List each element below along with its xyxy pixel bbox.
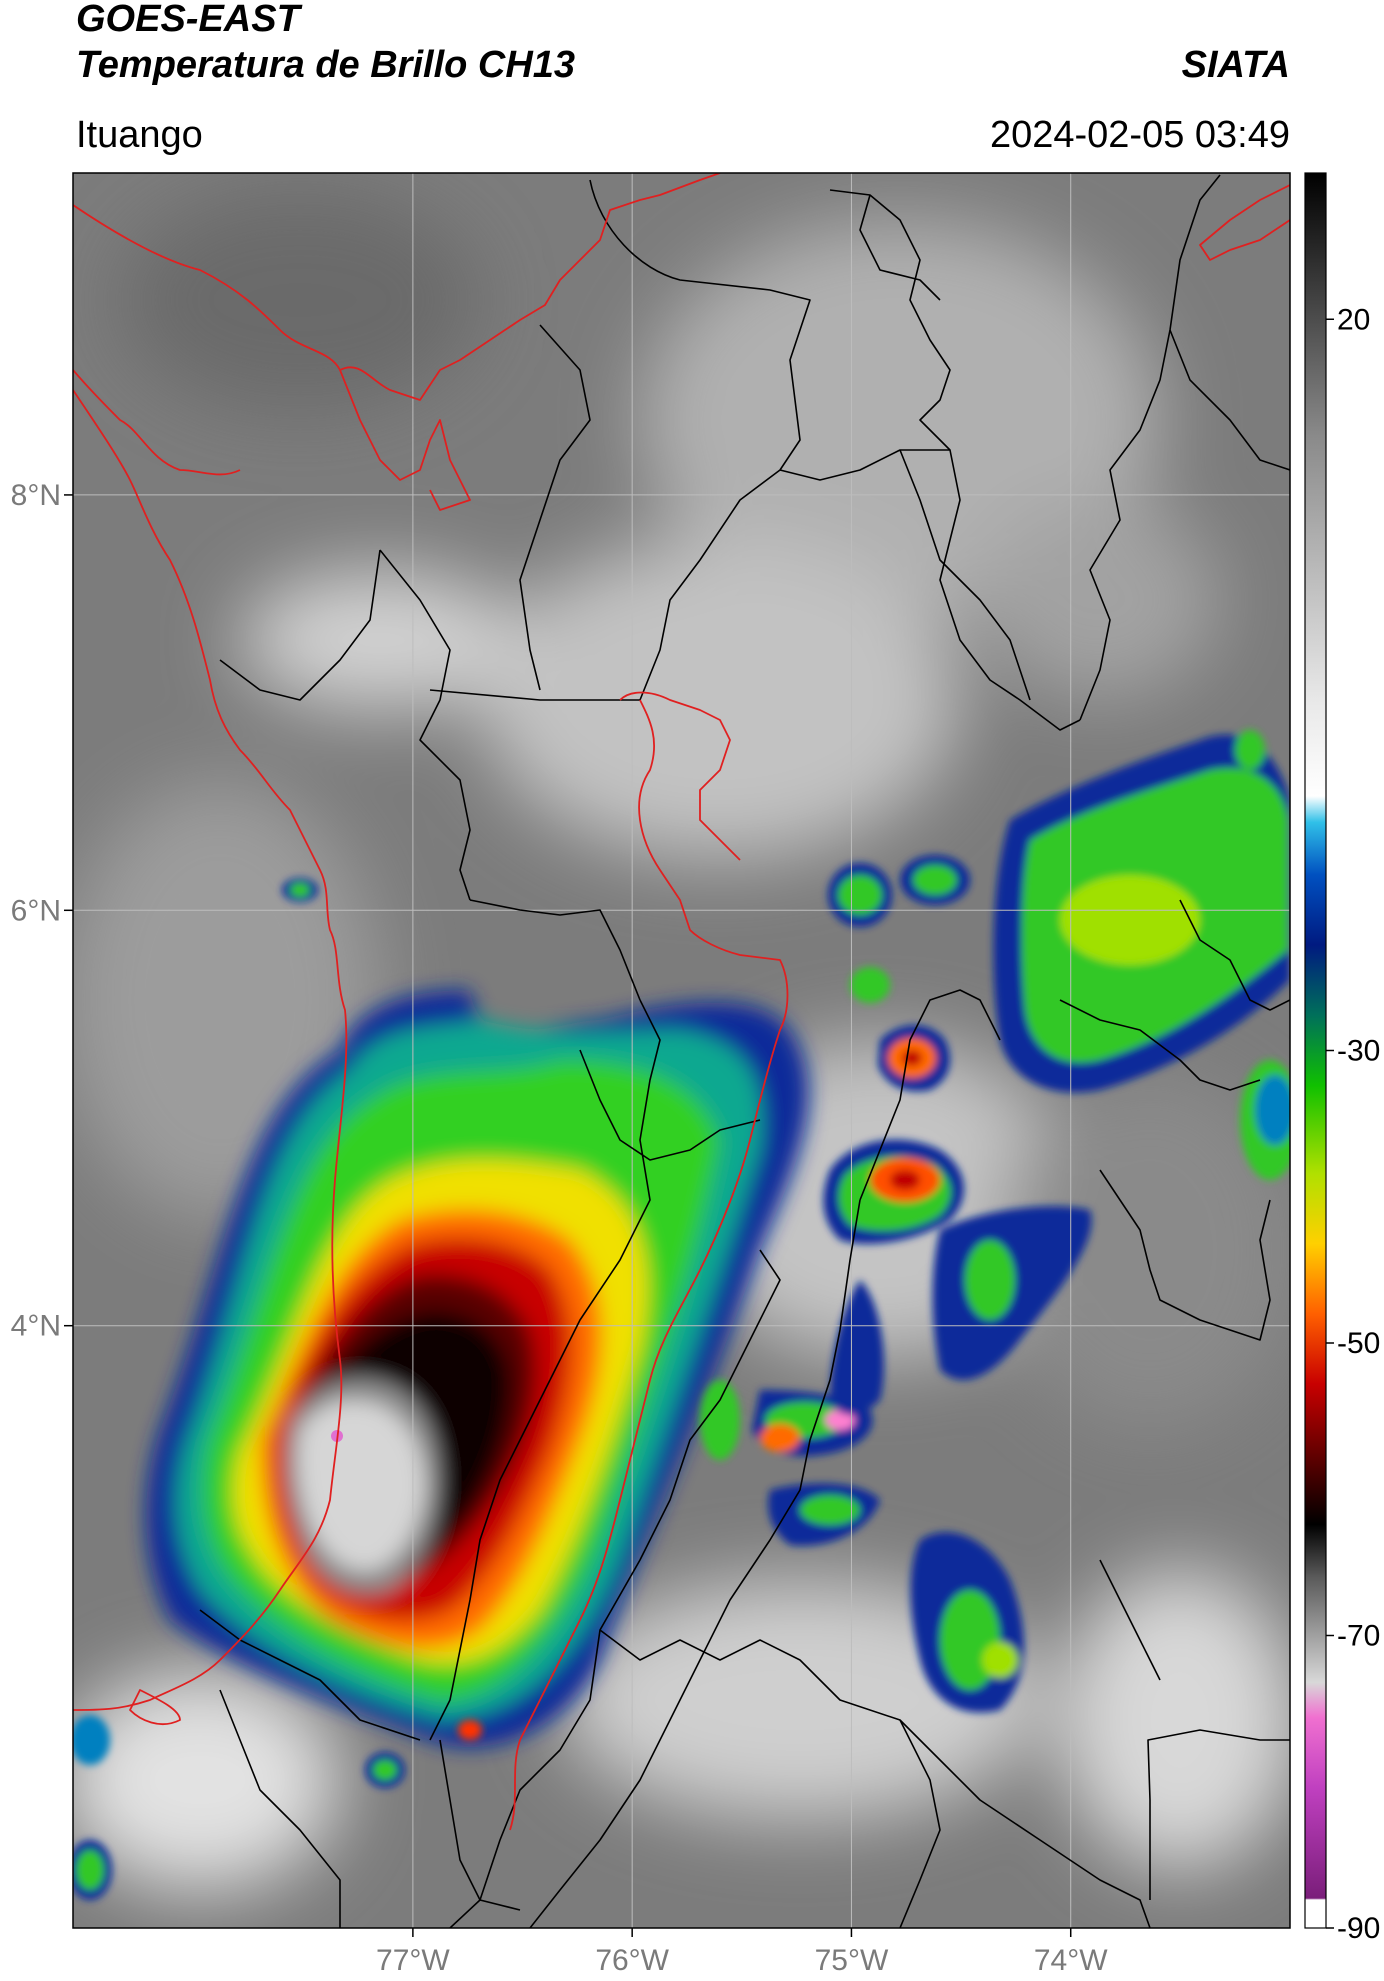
national-borders: [73, 173, 1290, 1831]
lon-tick-label: 76°W: [595, 1944, 669, 1977]
lon-tick-label: 77°W: [376, 1944, 450, 1977]
colorbar-ticks: 20 -30 -50 -70 -90: [1326, 303, 1380, 1945]
lon-tick-label: 75°W: [815, 1944, 889, 1977]
colorbar-gradient: [1305, 173, 1326, 1928]
datetime-label: 2024-02-05 03:49: [989, 114, 1290, 156]
source-label: SIATA: [1181, 44, 1290, 86]
lon-tick-label: 74°W: [1034, 1944, 1108, 1977]
title-line1: GOES-EAST: [76, 0, 300, 40]
title-line2: Temperatura de Brillo CH13: [76, 44, 576, 86]
lat-tick-label: 6°N: [11, 894, 61, 927]
gridlines: [73, 173, 1290, 1928]
colorbar-tick-label: -70: [1337, 1620, 1380, 1653]
lat-tick-label: 8°N: [11, 479, 61, 512]
department-borders: [199, 174, 1290, 1928]
main-storm-system: [146, 990, 809, 1748]
lat-tick-label: 4°N: [11, 1310, 61, 1343]
colorbar-tick-label: -30: [1337, 1035, 1380, 1068]
axis-ticks: 77°W 76°W 75°W 74°W 4°N 6°N 8°N: [11, 479, 1109, 1977]
colorbar: 20 -30 -50 -70 -90: [1304, 172, 1380, 1945]
colorbar-tick-label: -90: [1337, 1912, 1380, 1945]
colorbar-tick-label: 20: [1337, 303, 1370, 336]
map-frame: [72, 172, 1291, 1929]
map-content: [73, 173, 1290, 1928]
location-label: Ituango: [76, 114, 203, 156]
colorbar-tick-label: -50: [1337, 1327, 1380, 1360]
